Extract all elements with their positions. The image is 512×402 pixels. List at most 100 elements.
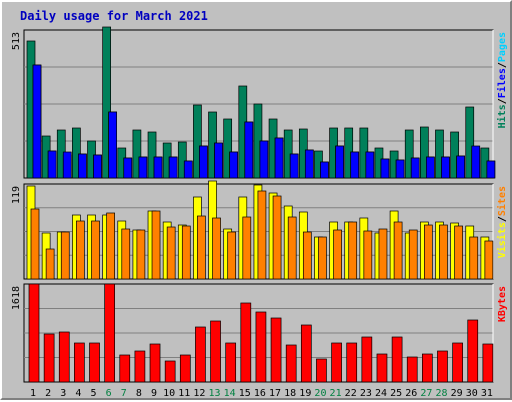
bar-kbytes-day-28 <box>437 350 448 383</box>
bar-pages-day-6 <box>108 111 117 179</box>
bar-sites-day-13 <box>212 217 221 280</box>
bar-sites-day-30 <box>469 236 479 280</box>
x-tick-label-day-1: 1 <box>30 388 36 399</box>
bar-hits-day-8 <box>132 129 142 179</box>
bar-sites-day-21 <box>333 229 342 280</box>
x-tick-label-day-29: 29 <box>451 388 463 399</box>
bar-pages-day-29 <box>456 155 465 179</box>
bar-pages-day-7 <box>123 157 133 179</box>
bar-kbytes-day-7 <box>119 354 131 383</box>
bar-pages-day-26 <box>410 157 420 179</box>
bar-sites-day-16 <box>257 190 267 280</box>
panel-2-max-label: 119 <box>11 186 22 204</box>
bar-kbytes-day-13 <box>210 320 221 383</box>
bar-pages-day-30 <box>471 145 481 179</box>
panel-3-side-label: KBytes <box>497 286 508 322</box>
panel-1-max-label: 513 <box>11 32 22 50</box>
bar-sites-day-25 <box>393 221 403 280</box>
bar-sites-day-9 <box>151 210 161 280</box>
bar-pages-day-31 <box>486 160 496 179</box>
bar-sites-day-6 <box>106 212 115 280</box>
bar-pages-day-4 <box>78 153 87 179</box>
bar-sites-day-12 <box>197 215 206 280</box>
bar-sites-day-2 <box>45 248 55 280</box>
bar-kbytes-day-9 <box>149 343 161 383</box>
x-tick-label-day-25: 25 <box>390 388 402 399</box>
bar-pages-day-24 <box>380 158 390 179</box>
bar-pages-day-12 <box>199 145 208 179</box>
x-tick-label-day-7: 7 <box>121 388 127 399</box>
side-label-slash: / <box>497 62 508 68</box>
bar-sites-day-15 <box>242 216 252 280</box>
bar-kbytes-day-8 <box>134 350 146 383</box>
x-tick-label-day-22: 22 <box>345 388 357 399</box>
bar-kbytes-day-19 <box>300 324 312 383</box>
bar-kbytes-day-26 <box>406 356 418 383</box>
bar-sites-day-22 <box>348 221 358 280</box>
bar-sites-day-3 <box>60 231 70 280</box>
x-tick-label-day-10: 10 <box>163 388 175 399</box>
bar-sites-day-20 <box>318 236 327 280</box>
x-tick-label-day-16: 16 <box>254 388 266 399</box>
bar-hits-day-14 <box>223 118 233 179</box>
x-tick-label-day-24: 24 <box>375 388 387 399</box>
x-tick-label-day-28: 28 <box>435 388 447 399</box>
bar-kbytes-day-12 <box>195 326 206 383</box>
bar-kbytes-day-11 <box>179 354 191 383</box>
bar-pages-day-19 <box>304 149 314 179</box>
x-tick-label-day-21: 21 <box>330 388 342 399</box>
bar-kbytes-day-21 <box>331 342 342 383</box>
bar-hits-day-9 <box>147 131 157 179</box>
bar-hits-day-29 <box>450 131 459 179</box>
bar-kbytes-day-23 <box>361 336 373 383</box>
bar-sites-day-18 <box>287 216 297 280</box>
bar-pages-day-16 <box>259 140 269 179</box>
bar-pages-day-3 <box>62 151 72 179</box>
x-tick-label-day-6: 6 <box>106 388 112 399</box>
bar-kbytes-day-24 <box>376 353 388 383</box>
bar-hits-day-30 <box>465 106 475 179</box>
x-tick-label-day-13: 13 <box>209 388 221 399</box>
bar-hits-day-26 <box>404 129 414 179</box>
bar-sites-day-26 <box>408 229 418 280</box>
bar-kbytes-day-30 <box>467 319 479 383</box>
bar-pages-day-2 <box>47 150 57 179</box>
x-tick-label-day-31: 31 <box>481 388 493 399</box>
bar-kbytes-day-31 <box>482 343 494 383</box>
bar-hits-day-11 <box>177 141 187 179</box>
bar-kbytes-day-5 <box>89 342 100 383</box>
bar-pages-day-9 <box>153 156 163 179</box>
x-tick-label-day-27: 27 <box>420 388 432 399</box>
x-tick-label-day-30: 30 <box>466 388 478 399</box>
bar-sites-day-8 <box>136 229 146 280</box>
x-tick-label-day-8: 8 <box>136 388 142 399</box>
x-tick-label-day-4: 4 <box>75 388 81 399</box>
bar-kbytes-day-4 <box>74 342 85 383</box>
bar-kbytes-day-17 <box>270 317 282 383</box>
bar-hits-day-12 <box>193 104 202 179</box>
panel-2-side-label: Visits/Sites <box>496 186 508 258</box>
x-tick-label-day-11: 11 <box>178 388 190 399</box>
side-label-files: Files <box>496 68 508 98</box>
x-tick-label-day-20: 20 <box>314 388 326 399</box>
bar-sites-day-27 <box>424 224 433 280</box>
x-tick-label-day-17: 17 <box>269 388 281 399</box>
bar-pages-day-21 <box>335 145 344 179</box>
x-tick-label-day-14: 14 <box>224 388 236 399</box>
bar-kbytes-day-18 <box>285 344 297 383</box>
bar-hits-day-4 <box>72 127 81 179</box>
bar-pages-day-11 <box>183 160 193 179</box>
bar-sites-day-7 <box>121 228 131 280</box>
x-tick-label-day-15: 15 <box>239 388 251 399</box>
x-tick-label-day-5: 5 <box>91 388 97 399</box>
x-tick-label-day-12: 12 <box>193 388 205 399</box>
bar-kbytes-day-29 <box>452 342 463 383</box>
bar-pages-day-17 <box>274 137 284 179</box>
bar-pages-day-23 <box>365 151 375 179</box>
bar-pages-day-15 <box>244 121 254 179</box>
bar-pages-day-20 <box>320 161 329 179</box>
side-label-slash: / <box>497 98 508 104</box>
bar-sites-day-11 <box>181 225 191 280</box>
